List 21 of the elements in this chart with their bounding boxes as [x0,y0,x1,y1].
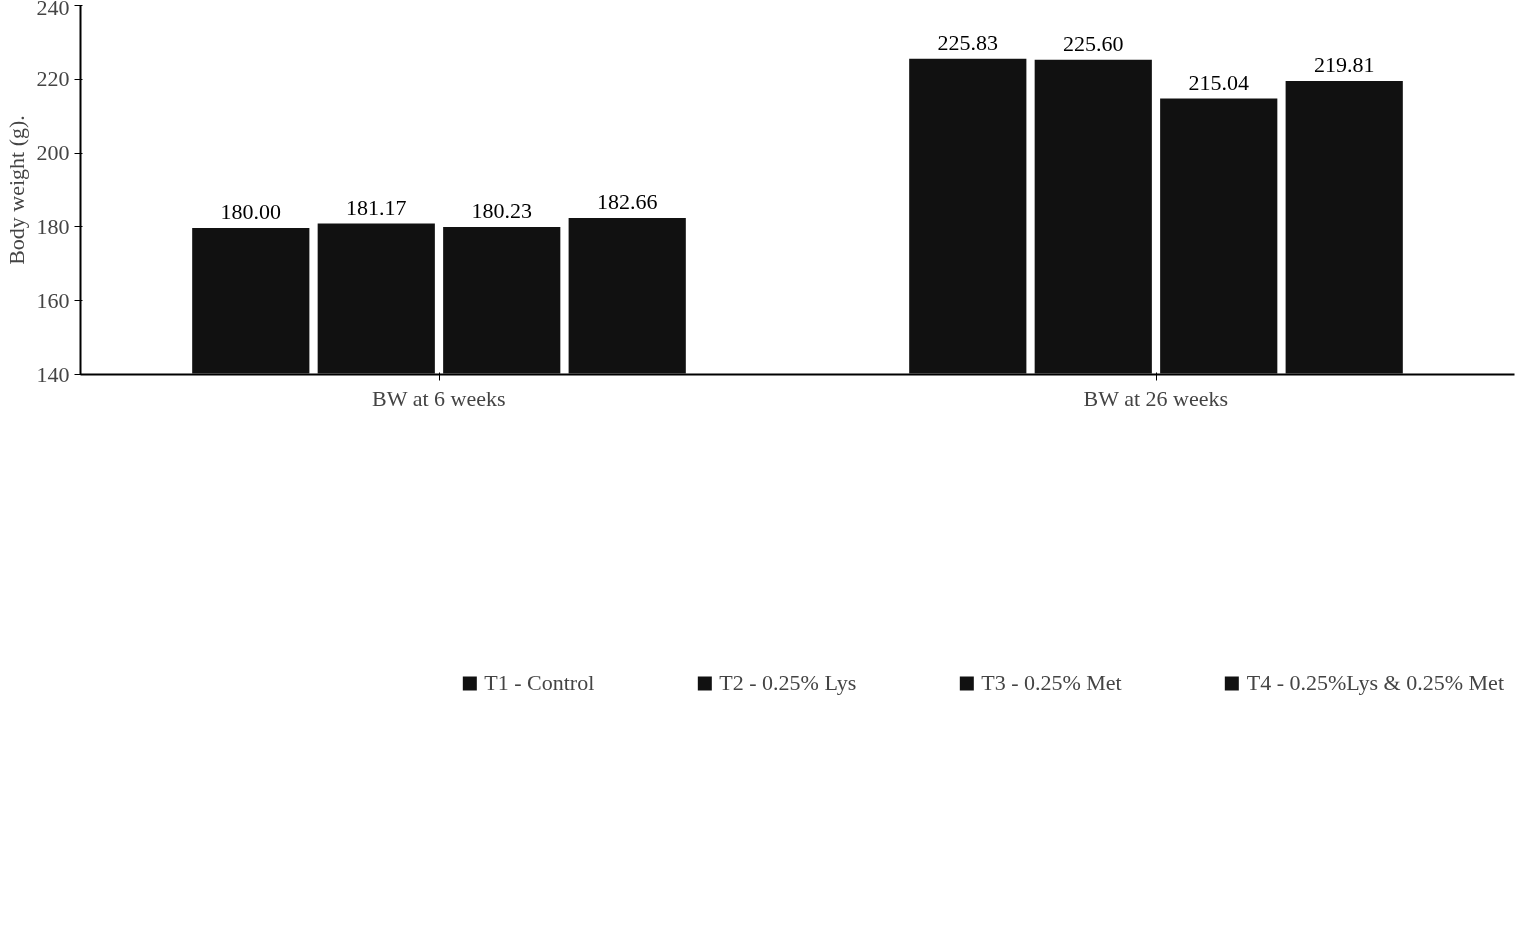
y-tick-label: 240 [36,0,70,20]
y-tick-label: 160 [36,287,70,313]
legend-label: T4 - 0.25%Lys & 0.25% Met [1246,670,1504,696]
data-label: 180.23 [471,198,532,224]
data-label: 181.17 [346,194,407,220]
legend-label: T3 - 0.25% Met [981,670,1122,696]
data-label: 219.81 [1313,52,1375,77]
data-label: 225.60 [1063,30,1124,56]
legend-label: T1 - Control [484,670,595,696]
x-tick-label: BW at 6 weeks [372,385,506,411]
x-tick-label: BW at 26 weeks [1083,385,1229,411]
legend-label: T2 - 0.25% Lys [719,670,857,696]
data-label: 180.00 [220,198,282,224]
y-tick-label: 220 [36,66,70,92]
y-tick-label: 140 [36,361,70,387]
data-label: 182.66 [596,189,658,215]
y-axis-title: Body weight (g). [3,115,29,265]
data-label: 225.83 [937,29,999,55]
y-tick-label: 180 [36,213,70,239]
data-label: 215.04 [1188,69,1249,95]
y-tick-label: 200 [36,140,70,166]
